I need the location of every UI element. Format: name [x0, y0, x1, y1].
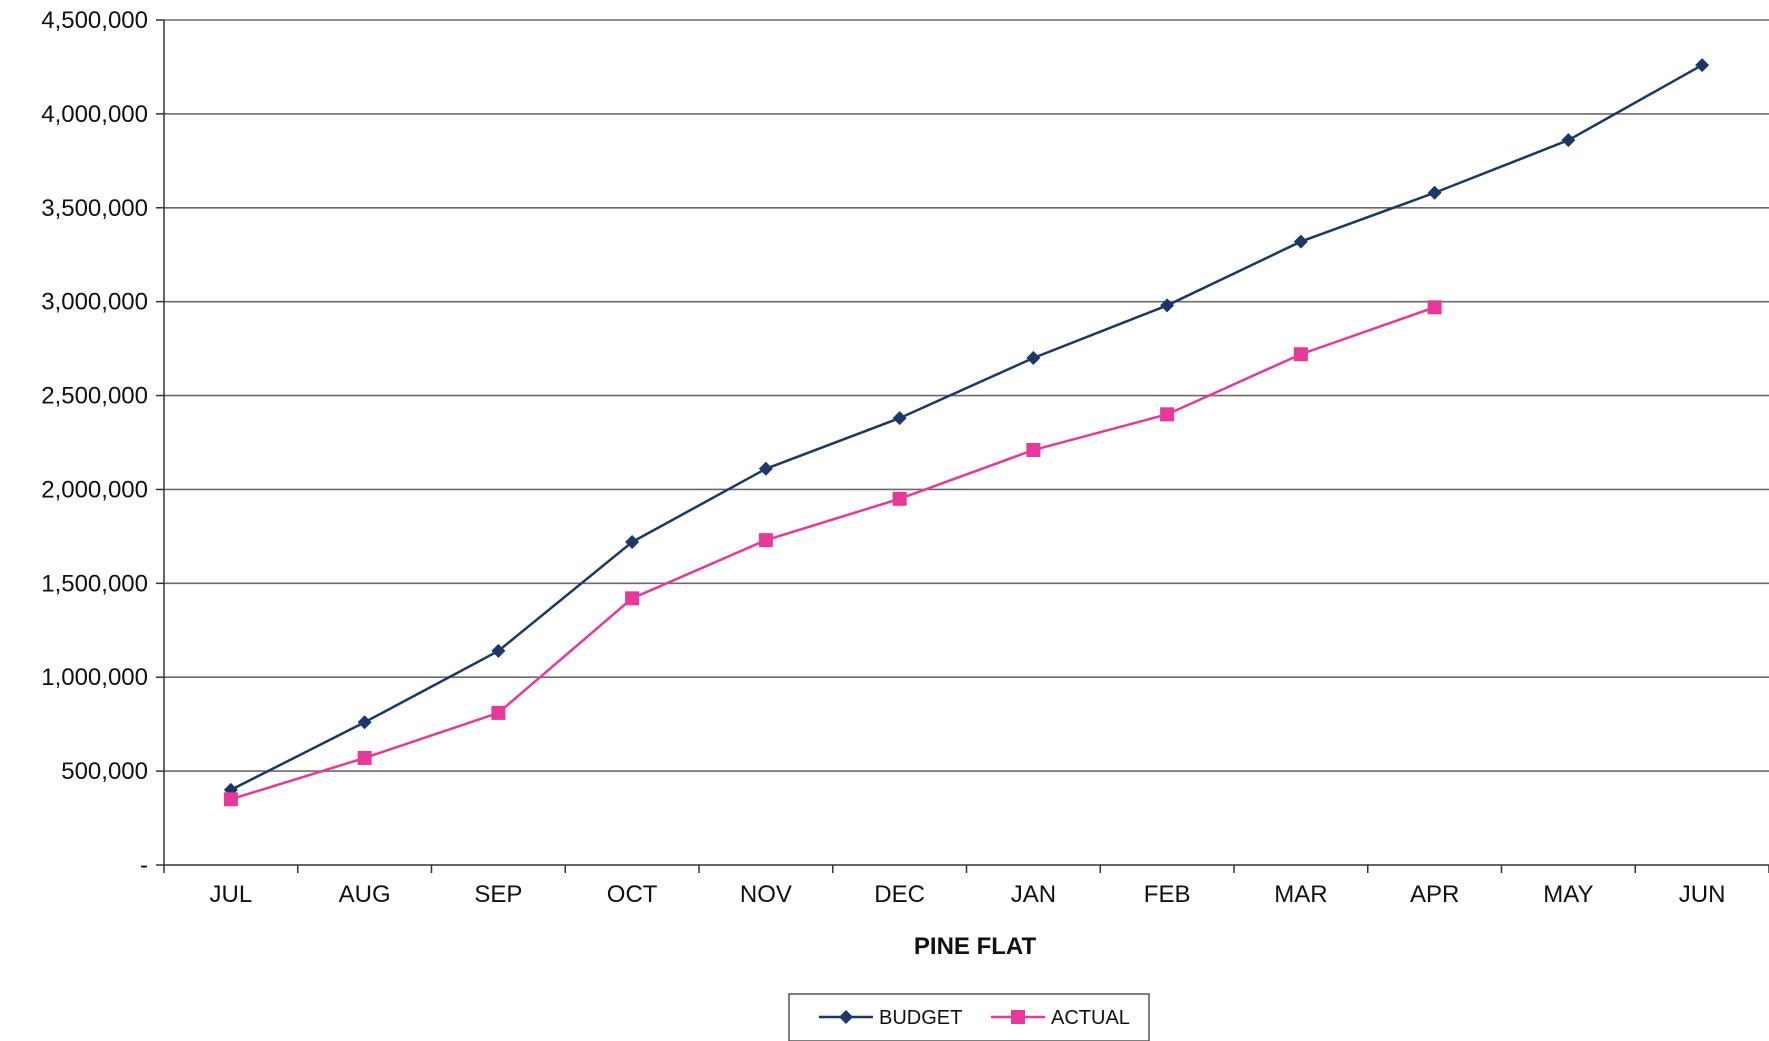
- data-point-budget: [839, 1010, 853, 1024]
- data-point-budget: [357, 715, 372, 730]
- x-tick-label: AUG: [339, 881, 391, 908]
- data-point-budget: [1026, 351, 1041, 365]
- x-tick-label: APR: [1410, 881, 1459, 908]
- y-tick-label: 2,000,000: [41, 476, 148, 503]
- y-tick-label: 3,000,000: [41, 289, 148, 316]
- data-point-budget: [1427, 185, 1442, 200]
- data-point-actual: [223, 792, 238, 807]
- data-point-actual: [357, 750, 372, 765]
- series-line-actual: [230, 306, 1436, 801]
- x-tick-label: JAN: [1011, 881, 1056, 908]
- data-point-actual: [1293, 347, 1308, 362]
- data-point-actual: [1011, 1010, 1025, 1024]
- x-axis-title: PINE FLAT: [914, 933, 1037, 960]
- series-line-budget: [230, 63, 1703, 792]
- gridlines: [164, 19, 1769, 772]
- data-point-budget: [625, 535, 640, 550]
- data-point-budget: [1695, 58, 1710, 73]
- y-axis-ticks: - 500,000 1,000,000 1,500,000 2,000,000 2,500…: [41, 7, 148, 879]
- data-point-actual: [1026, 443, 1041, 458]
- data-point-budget: [1561, 133, 1576, 148]
- data-point-actual: [625, 591, 640, 606]
- series-lines: [223, 58, 1710, 807]
- data-point-budget: [892, 411, 907, 426]
- data-point-actual: [758, 533, 773, 548]
- x-tick-label: OCT: [607, 881, 658, 908]
- x-tick-label: SEP: [474, 881, 522, 908]
- data-point-actual: [892, 491, 907, 506]
- data-point-budget: [758, 461, 773, 476]
- y-tick-label: 2,500,000: [41, 383, 148, 410]
- x-tick-label: JUL: [210, 881, 253, 908]
- data-point-budget: [1160, 298, 1175, 313]
- legend-label-budget: BUDGET: [879, 1007, 962, 1029]
- x-tick-label: MAR: [1274, 881, 1327, 908]
- data-point-budget: [1293, 234, 1308, 249]
- series-budget: [223, 58, 1710, 797]
- y-tick-label: -: [140, 852, 148, 879]
- y-tick-label: 3,500,000: [41, 195, 148, 222]
- data-point-actual: [1160, 407, 1175, 422]
- x-tick-label: DEC: [874, 881, 925, 908]
- data-point-actual: [491, 705, 506, 720]
- data-point-actual: [1427, 300, 1442, 315]
- legend-label-actual: ACTUAL: [1051, 1007, 1130, 1029]
- y-tick-label: 500,000: [61, 758, 148, 785]
- axes: [156, 19, 1769, 873]
- x-tick-label: FEB: [1144, 881, 1191, 908]
- y-tick-label: 1,500,000: [41, 570, 148, 597]
- x-axis-ticks: JUL AUG SEP OCT NOV DEC JAN FEB MAR APR MAY JUN: [210, 881, 1726, 908]
- x-tick-label: NOV: [740, 881, 792, 908]
- y-tick-label: 4,500,000: [41, 7, 148, 34]
- y-tick-label: 1,000,000: [41, 664, 148, 691]
- legend: BUDGET ACTUAL: [788, 993, 1150, 1041]
- data-point-budget: [491, 643, 506, 658]
- x-tick-label: JUN: [1679, 881, 1726, 908]
- x-tick-label: MAY: [1543, 881, 1593, 908]
- series-actual: [223, 300, 1442, 807]
- y-tick-label: 4,000,000: [41, 101, 148, 128]
